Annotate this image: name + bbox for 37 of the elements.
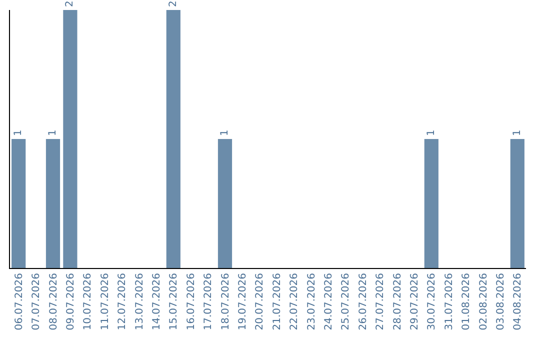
x-tick-label: 08.07.2026 — [48, 273, 60, 330]
x-tick-label: 31.07.2026 — [444, 273, 455, 330]
data-label: 2 — [64, 0, 76, 7]
x-tick-label: 13.07.2026 — [134, 273, 146, 330]
x-tick-label: 19.07.2026 — [237, 273, 248, 330]
x-tick-label: 04.08.2026 — [512, 273, 524, 330]
x-tick-label: 14.07.2026 — [151, 273, 162, 330]
x-tick-label: 29.07.2026 — [409, 273, 420, 330]
x-tick-label: 03.08.2026 — [495, 273, 506, 330]
x-tick-label: 07.07.2026 — [31, 273, 42, 330]
data-label: 1 — [220, 130, 230, 136]
x-tick-label: 17.07.2026 — [203, 273, 214, 330]
x-tick-label: 12.07.2026 — [117, 273, 128, 330]
x-tick-label: 24.07.2026 — [323, 273, 334, 330]
data-label: 2 — [168, 0, 179, 7]
x-tick-label: 20.07.2026 — [254, 273, 266, 330]
x-tick-label: 21.07.2026 — [272, 273, 283, 330]
x-tick-label: 28.07.2026 — [392, 273, 404, 330]
x-tick-label: 30.07.2026 — [426, 273, 438, 330]
x-tick-label: 16.07.2026 — [186, 273, 197, 330]
x-tick-label: 25.07.2026 — [340, 273, 352, 330]
x-tick-label: 27.07.2026 — [375, 273, 386, 330]
data-label: 1 — [48, 130, 58, 136]
x-tick-label: 23.07.2026 — [306, 273, 318, 330]
x-tick-label: 11.07.2026 — [100, 273, 111, 330]
x-tick-label: 02.08.2026 — [478, 273, 490, 330]
data-label: 1 — [13, 130, 24, 136]
data-label: 1 — [512, 130, 523, 136]
x-tick-label: 26.07.2026 — [358, 273, 369, 330]
x-tick-label: 22.07.2026 — [289, 273, 300, 330]
x-tick-label: 15.07.2026 — [168, 273, 180, 330]
x-tick-label: 06.07.2026 — [14, 273, 25, 330]
data-label: 1 — [426, 130, 437, 136]
x-tick-label: 09.07.2026 — [65, 273, 76, 330]
x-tick-label: 18.07.2026 — [220, 273, 232, 330]
x-tick-label: 01.08.2026 — [461, 273, 472, 330]
x-tick-label: 10.07.2026 — [82, 273, 94, 330]
